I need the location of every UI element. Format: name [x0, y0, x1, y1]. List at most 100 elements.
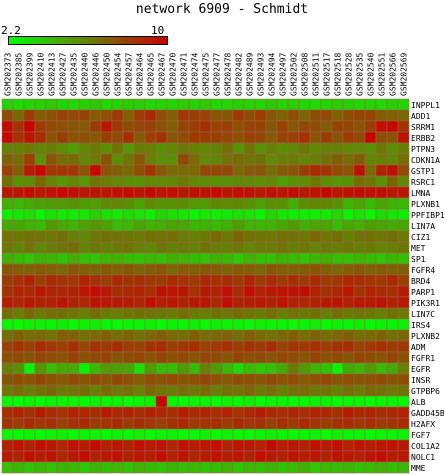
- heatmap-cell: [89, 406, 102, 419]
- heatmap-cell: [232, 131, 245, 144]
- heatmap-cell: [34, 307, 47, 320]
- heatmap-cell: [144, 164, 157, 177]
- heatmap-cell: [100, 395, 113, 408]
- heatmap-cell: [133, 351, 146, 364]
- heatmap-cell: [254, 395, 267, 408]
- heatmap-cell: [386, 384, 399, 397]
- heatmap-cell: [56, 164, 69, 177]
- heatmap-cell: [188, 153, 201, 166]
- heatmap-cell: [210, 395, 223, 408]
- heatmap-cell: [276, 252, 289, 265]
- heatmap-cell: [89, 329, 102, 342]
- heatmap-cell: [342, 373, 355, 386]
- heatmap-cell: [309, 230, 322, 243]
- heatmap-cell: [221, 219, 234, 232]
- row-label: COL1A2: [411, 442, 440, 451]
- heatmap-cell: [232, 175, 245, 188]
- heatmap-cell: [89, 175, 102, 188]
- heatmap-cell: [397, 428, 410, 441]
- heatmap-cell: [155, 98, 168, 111]
- heatmap-cell: [331, 208, 344, 221]
- heatmap-cell: [386, 340, 399, 353]
- heatmap-cell: [177, 373, 190, 386]
- heatmap-cell: [89, 373, 102, 386]
- heatmap-cell: [287, 164, 300, 177]
- column-label: GSM202517: [323, 52, 332, 96]
- heatmap-cell: [276, 120, 289, 133]
- heatmap-cell: [100, 241, 113, 254]
- heatmap-cell: [232, 109, 245, 122]
- heatmap-cell: [353, 186, 366, 199]
- heatmap-cell: [12, 208, 25, 221]
- heatmap-cell: [331, 252, 344, 265]
- heatmap-cell: [320, 153, 333, 166]
- heatmap-cell: [298, 384, 311, 397]
- heatmap-cell: [397, 373, 410, 386]
- row-label: LMNA: [411, 189, 430, 198]
- heatmap-cell: [254, 142, 267, 155]
- heatmap-cell: [397, 208, 410, 221]
- heatmap-cell: [155, 197, 168, 210]
- heatmap-cell: [78, 131, 91, 144]
- heatmap-cell: [1, 318, 14, 331]
- heatmap-cell: [12, 252, 25, 265]
- heatmap-cell: [133, 461, 146, 474]
- heatmap-cell: [210, 120, 223, 133]
- heatmap-cell: [155, 340, 168, 353]
- heatmap-cell: [100, 406, 113, 419]
- heatmap-cell: [276, 230, 289, 243]
- heatmap-cell: [232, 384, 245, 397]
- heatmap-cell: [320, 439, 333, 452]
- heatmap-cell: [331, 362, 344, 375]
- heatmap-cell: [309, 120, 322, 133]
- heatmap-cell: [100, 219, 113, 232]
- heatmap-cell: [122, 208, 135, 221]
- heatmap-cell: [243, 362, 256, 375]
- heatmap-cell: [111, 274, 124, 287]
- heatmap-cell: [188, 208, 201, 221]
- heatmap-cell: [342, 131, 355, 144]
- column-label: GSM202427: [59, 52, 68, 96]
- heatmap-cell: [397, 307, 410, 320]
- heatmap-cell: [144, 395, 157, 408]
- heatmap-cell: [210, 329, 223, 342]
- heatmap-cell: [243, 219, 256, 232]
- heatmap-cell: [111, 461, 124, 474]
- heatmap-cell: [34, 142, 47, 155]
- heatmap-cell: [210, 219, 223, 232]
- heatmap-cell: [155, 109, 168, 122]
- heatmap-cell: [12, 439, 25, 452]
- heatmap-cell: [199, 461, 212, 474]
- heatmap-cell: [364, 164, 377, 177]
- heatmap-cell: [23, 318, 36, 331]
- heatmap-cell: [386, 186, 399, 199]
- column-label: GSM202493: [257, 52, 266, 96]
- heatmap-cell: [386, 351, 399, 364]
- heatmap-cell: [122, 428, 135, 441]
- heatmap-cell: [100, 131, 113, 144]
- heatmap-cell: [199, 417, 212, 430]
- heatmap-cell: [56, 230, 69, 243]
- heatmap-cell: [232, 142, 245, 155]
- heatmap-cell: [309, 384, 322, 397]
- heatmap-cell: [166, 307, 179, 320]
- heatmap-cell: [320, 428, 333, 441]
- heatmap-cell: [177, 395, 190, 408]
- heatmap-cell: [331, 406, 344, 419]
- heatmap-cell: [276, 439, 289, 452]
- heatmap-cell: [56, 197, 69, 210]
- heatmap-cell: [23, 395, 36, 408]
- heatmap-cell: [155, 241, 168, 254]
- heatmap-cell: [122, 241, 135, 254]
- heatmap-cell: [122, 274, 135, 287]
- heatmap-cell: [67, 241, 80, 254]
- heatmap-cell: [243, 340, 256, 353]
- heatmap-cell: [12, 428, 25, 441]
- heatmap-cell: [276, 285, 289, 298]
- heatmap-cell: [331, 175, 344, 188]
- heatmap-cell: [78, 274, 91, 287]
- heatmap-cell: [166, 296, 179, 309]
- heatmap-cell: [342, 142, 355, 155]
- heatmap-cell: [34, 318, 47, 331]
- heatmap-cell: [342, 285, 355, 298]
